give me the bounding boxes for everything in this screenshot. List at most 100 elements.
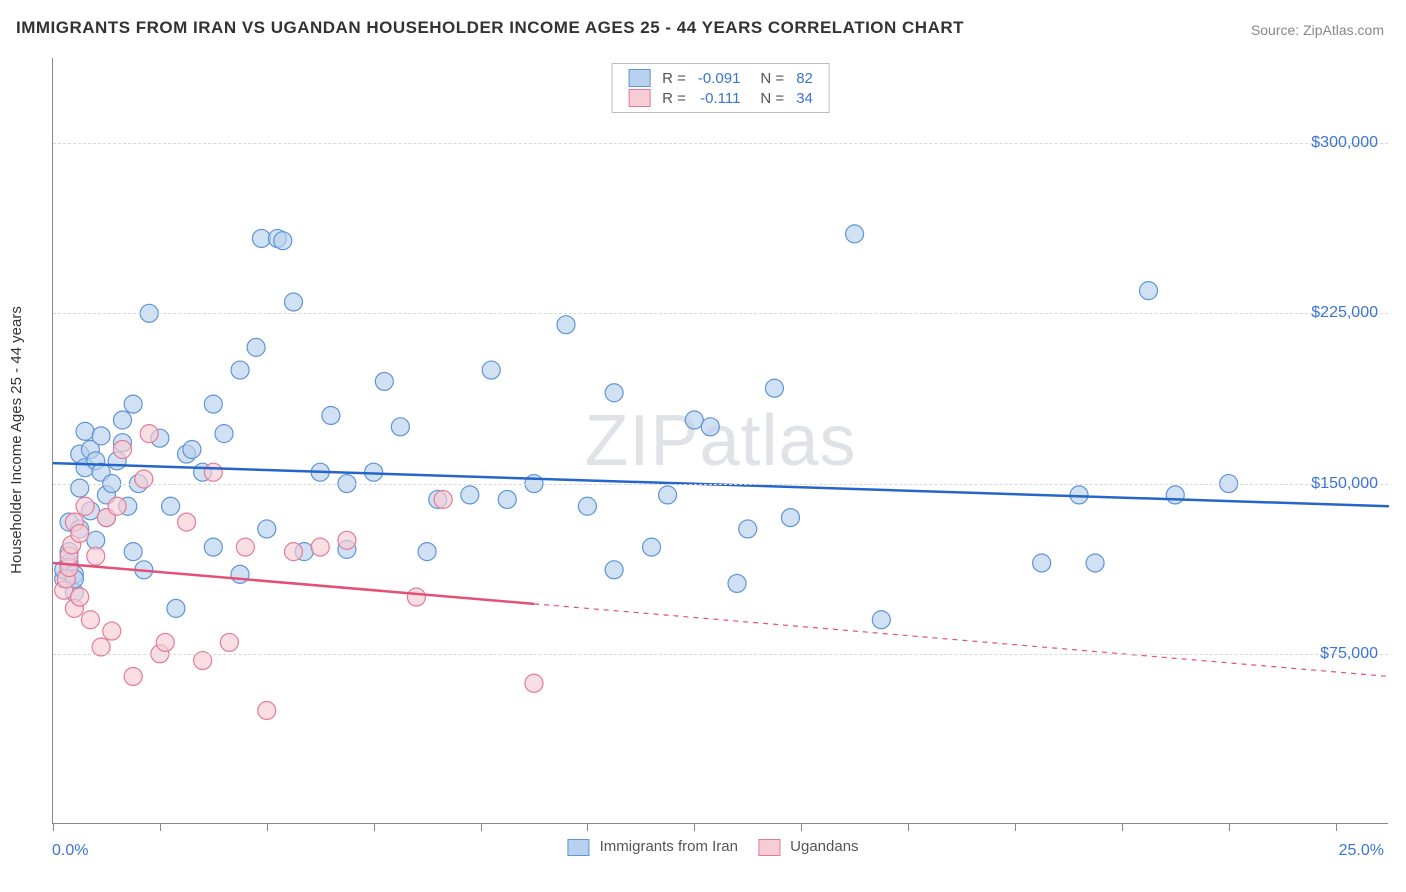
data-point [236, 538, 254, 556]
data-point [162, 497, 180, 515]
legend-row: R =-0.091N =82 [622, 68, 819, 88]
legend-r-label: R = [656, 68, 692, 88]
data-point [247, 338, 265, 356]
trend-line [53, 463, 1389, 506]
data-point [1086, 554, 1104, 572]
x-tick [481, 823, 482, 831]
data-point [252, 229, 270, 247]
data-point [739, 520, 757, 538]
data-point [103, 622, 121, 640]
x-axis-min-label: 0.0% [52, 842, 88, 860]
data-point [498, 490, 516, 508]
data-point [482, 361, 500, 379]
legend-n-value: 34 [790, 88, 819, 108]
gridline [53, 484, 1388, 485]
scatter-svg [53, 58, 1388, 823]
data-point [418, 543, 436, 561]
legend-n-label: N = [746, 88, 790, 108]
data-point [391, 418, 409, 436]
y-tick-label: $150,000 [1311, 475, 1378, 493]
data-point [76, 422, 94, 440]
data-point [215, 425, 233, 443]
x-tick [267, 823, 268, 831]
data-point [135, 470, 153, 488]
data-point [685, 411, 703, 429]
data-point [578, 497, 596, 515]
data-point [872, 611, 890, 629]
legend-series-label: Immigrants from Iran [595, 838, 738, 855]
x-tick [1336, 823, 1337, 831]
trend-line [53, 563, 534, 604]
data-point [605, 384, 623, 402]
data-point [178, 513, 196, 531]
data-point [156, 633, 174, 651]
data-point [81, 611, 99, 629]
legend-swatch [628, 69, 650, 87]
data-point [113, 441, 131, 459]
data-point [71, 524, 89, 542]
data-point [258, 520, 276, 538]
trend-line-extrapolated [534, 604, 1389, 677]
data-point [284, 293, 302, 311]
data-point [605, 561, 623, 579]
data-point [284, 543, 302, 561]
gridline [53, 313, 1388, 314]
data-point [643, 538, 661, 556]
data-point [220, 633, 238, 651]
x-tick [1229, 823, 1230, 831]
legend-row: R =-0.111N =34 [622, 88, 819, 108]
data-point [204, 395, 222, 413]
legend-r-value: -0.091 [692, 68, 747, 88]
legend-swatch [567, 839, 589, 856]
legend-swatch [628, 89, 650, 107]
data-point [124, 395, 142, 413]
data-point [311, 538, 329, 556]
data-point [781, 509, 799, 527]
data-point [461, 486, 479, 504]
x-tick [801, 823, 802, 831]
data-point [87, 547, 105, 565]
legend-r-label: R = [656, 88, 692, 108]
x-tick [587, 823, 588, 831]
x-axis-max-label: 25.0% [1339, 842, 1384, 860]
legend-n-value: 82 [790, 68, 819, 88]
data-point [113, 411, 131, 429]
data-point [434, 490, 452, 508]
data-point [124, 543, 142, 561]
data-point [557, 316, 575, 334]
data-point [140, 425, 158, 443]
data-point [728, 574, 746, 592]
gridline [53, 654, 1388, 655]
data-point [231, 361, 249, 379]
data-point [183, 441, 201, 459]
data-point [322, 406, 340, 424]
plot-area: ZIPatlas R =-0.091N =82R =-0.111N =34 $7… [52, 58, 1388, 824]
data-point [204, 538, 222, 556]
data-point [274, 232, 292, 250]
data-point [407, 588, 425, 606]
gridline [53, 143, 1388, 144]
data-point [525, 674, 543, 692]
data-point [375, 372, 393, 390]
data-point [108, 497, 126, 515]
legend-series-label: Ugandans [786, 838, 859, 855]
data-point [338, 531, 356, 549]
data-point [701, 418, 719, 436]
data-point [71, 588, 89, 606]
legend-series: Immigrants from Iran Ugandans [547, 838, 858, 856]
chart-title: IMMIGRANTS FROM IRAN VS UGANDAN HOUSEHOL… [16, 18, 964, 38]
source-attribution: Source: ZipAtlas.com [1251, 22, 1384, 38]
data-point [1166, 486, 1184, 504]
legend-r-value: -0.111 [692, 88, 747, 108]
x-tick [53, 823, 54, 831]
legend-swatch [758, 839, 780, 856]
data-point [124, 667, 142, 685]
data-point [76, 497, 94, 515]
data-point [167, 599, 185, 617]
data-point [1033, 554, 1051, 572]
data-point [204, 463, 222, 481]
data-point [765, 379, 783, 397]
y-tick-label: $75,000 [1320, 645, 1378, 663]
x-tick [908, 823, 909, 831]
data-point [659, 486, 677, 504]
